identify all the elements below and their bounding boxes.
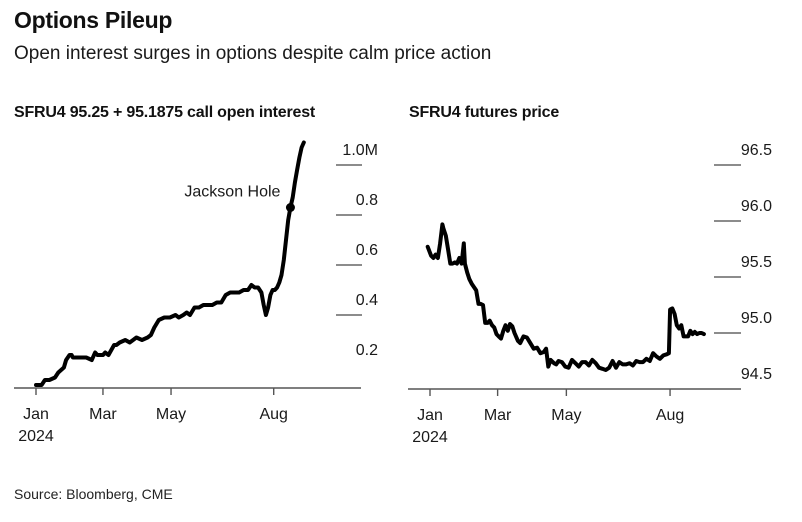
oi-x-tick-label: May (156, 406, 186, 423)
oi-y-tick-label: 0.2 (356, 342, 378, 359)
source-note: Source: Bloomberg, CME (14, 486, 173, 502)
price-y-tick-label: 96.0 (741, 198, 772, 215)
price-y-tick-label: 96.5 (741, 142, 772, 159)
oi-y-tick-label: 0.4 (356, 292, 378, 309)
right-panel-title: SFRU4 futures price (409, 104, 560, 121)
oi-y-tick-label: 0.8 (356, 192, 378, 209)
price-x-tick-year-label: 2024 (412, 429, 448, 446)
oi-x-tick-label: Jan (23, 406, 49, 423)
oi-x-tick-label: Aug (259, 406, 287, 423)
price-x-tick-label: Mar (484, 407, 512, 424)
oi-x-tick-label: Mar (89, 406, 117, 423)
price-y-tick-label: 94.5 (741, 366, 772, 383)
oi-y-tick-label: 1.0M (342, 142, 378, 159)
oi-series-line (34, 140, 306, 387)
oi-annotation-marker (285, 203, 295, 212)
oi-y-tick-label: 0.6 (356, 242, 378, 259)
price-x-tick-label: Aug (656, 407, 684, 424)
price-series-line (425, 222, 706, 372)
oi-x-tick-year-label: 2024 (18, 428, 54, 445)
oi-annotation-label: Jackson Hole (184, 184, 280, 201)
left-panel-title: SFRU4 95.25 + 95.1875 call open interest (14, 104, 316, 121)
price-x-tick-label: Jan (417, 407, 443, 424)
price-y-tick-label: 95.5 (741, 254, 772, 271)
chart-title: Options Pileup (14, 7, 173, 33)
price-y-tick-label: 95.0 (741, 310, 772, 327)
price-x-tick-label: May (551, 407, 581, 424)
chart-subtitle: Open interest surges in options despite … (14, 43, 492, 64)
